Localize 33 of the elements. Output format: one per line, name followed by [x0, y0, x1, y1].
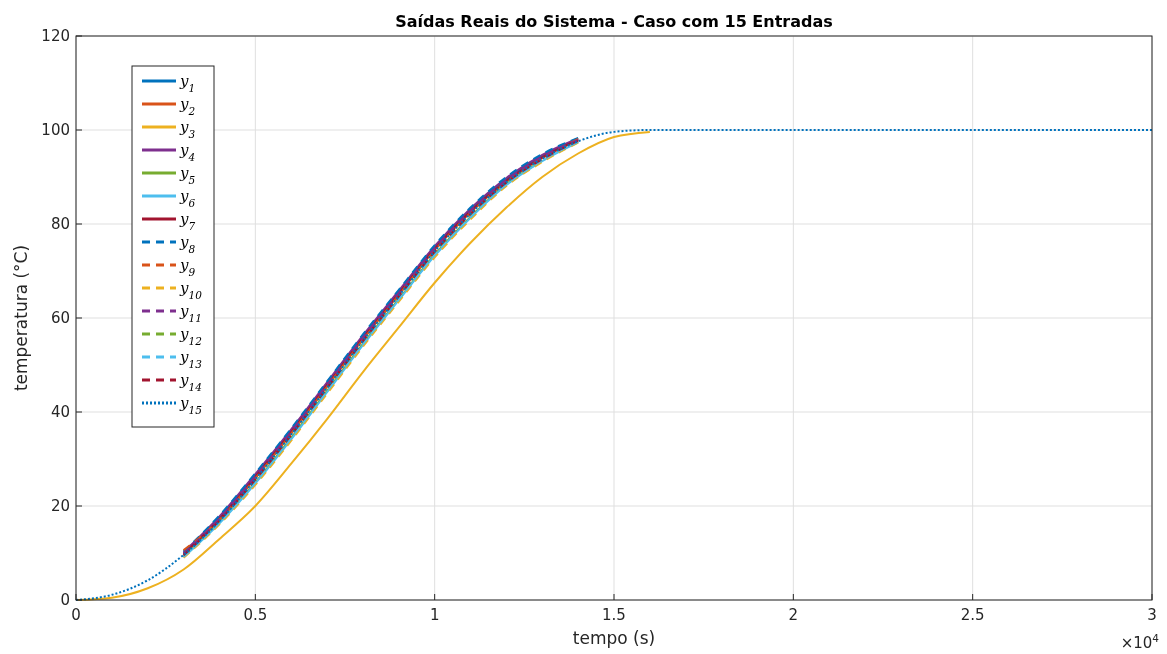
- y-tick-label: 120: [41, 27, 70, 45]
- legend-label: y$_{6}$: [179, 187, 196, 209]
- legend-label: y$_{5}$: [179, 164, 196, 186]
- legend-label: y$_{15}$: [179, 394, 203, 416]
- legend-label: y$_{3}$: [179, 118, 196, 140]
- legend-label: y$_{9}$: [179, 256, 196, 278]
- legend-label: y$_{12}$: [179, 325, 203, 347]
- legend-label: y$_{2}$: [179, 95, 196, 117]
- legend-label: y$_{10}$: [179, 279, 203, 301]
- x-tick-label: 0: [71, 606, 81, 624]
- chart-title: Saídas Reais do Sistema - Caso com 15 Entradas: [395, 12, 833, 31]
- legend-label: y$_{1}$: [179, 72, 196, 94]
- x-tick-label: 3: [1147, 606, 1157, 624]
- x-tick-label: 2: [788, 606, 799, 624]
- legend-label: y$_{11}$: [179, 302, 202, 324]
- y-tick-label: 100: [41, 121, 70, 139]
- legend-label: y$_{13}$: [179, 348, 203, 370]
- y-tick-label: 80: [50, 215, 70, 233]
- y-tick-label: 40: [50, 403, 70, 421]
- x-axis-title: tempo (s): [572, 628, 656, 648]
- y-axis-title: temperatura (°C): [11, 244, 31, 392]
- x-tick-label: 1.5: [602, 606, 626, 624]
- x-tick-label: 1: [429, 606, 440, 624]
- y-tick-label: 20: [50, 497, 70, 515]
- y-tick-label: 0: [60, 591, 70, 609]
- legend-label: y$_{8}$: [179, 233, 196, 255]
- x-tick-label: 2.5: [960, 606, 985, 624]
- legend-label: y$_{7}$: [179, 210, 196, 232]
- y-tick-label: 60: [50, 309, 70, 327]
- x-tick-label: 0.5: [243, 606, 268, 624]
- legend-label: y$_{14}$: [179, 371, 202, 393]
- legend-label: y$_{4}$: [179, 141, 196, 163]
- text: ×10$^{4}$: [1120, 632, 1160, 652]
